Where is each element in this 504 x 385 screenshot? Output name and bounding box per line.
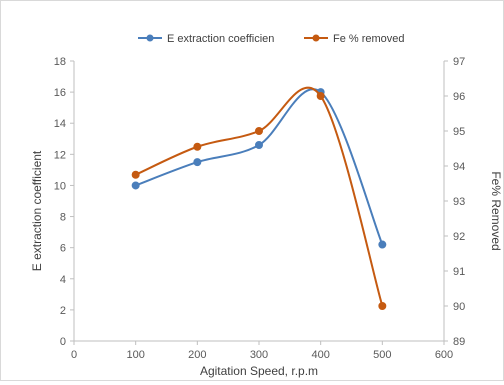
y2-tick-label: 94 bbox=[453, 161, 465, 173]
x-tick-label: 200 bbox=[188, 349, 206, 361]
y-tick-label: 8 bbox=[60, 212, 66, 224]
series-line-1 bbox=[135, 88, 384, 245]
y2-tick-label: 92 bbox=[453, 231, 465, 243]
series-2-point bbox=[378, 302, 387, 310]
legend-marker-1 bbox=[146, 34, 154, 42]
y2-tick-label: 95 bbox=[453, 126, 465, 138]
series-2-point bbox=[316, 92, 325, 100]
y-tick-label: 10 bbox=[54, 180, 66, 192]
x-tick-label: 300 bbox=[250, 349, 268, 361]
legend-marker-2 bbox=[312, 34, 320, 42]
series-line-2 bbox=[135, 86, 384, 307]
y2-tick-label: 97 bbox=[453, 56, 465, 68]
series-1-point bbox=[255, 141, 263, 149]
x-tick-label: 500 bbox=[373, 349, 391, 361]
y2-axis-title: Fe% Removed bbox=[489, 171, 503, 250]
y-tick-label: 12 bbox=[54, 149, 66, 161]
legend-label-1: E extraction coefficien bbox=[167, 33, 274, 45]
y2-tick-label: 93 bbox=[453, 196, 465, 208]
y2-tick-label: 91 bbox=[453, 266, 465, 278]
series-1-point bbox=[378, 240, 387, 249]
series-2-point bbox=[193, 142, 202, 151]
y-axis-title: E extraction coefficient bbox=[30, 150, 44, 271]
series-2-point bbox=[131, 170, 140, 179]
series-2-point bbox=[255, 127, 263, 135]
series-1-point bbox=[193, 158, 202, 167]
x-tick-label: 400 bbox=[311, 349, 329, 361]
x-tick-label: 600 bbox=[435, 349, 453, 361]
y-tick-label: 14 bbox=[54, 118, 66, 130]
y-tick-label: 6 bbox=[60, 243, 66, 255]
y-tick-label: 4 bbox=[60, 274, 66, 286]
y2-tick-label: 96 bbox=[453, 91, 465, 103]
y-tick-label: 18 bbox=[54, 56, 66, 68]
x-tick-label: 100 bbox=[126, 349, 144, 361]
y-tick-label: 16 bbox=[54, 87, 66, 99]
y-tick-label: 2 bbox=[60, 305, 66, 317]
legend-label-2: Fe % removed bbox=[333, 33, 405, 45]
series-1-point bbox=[131, 181, 140, 190]
x-axis-title: Agitation Speed, r.p.m bbox=[200, 364, 318, 378]
y-tick-label: 0 bbox=[60, 336, 66, 348]
x-tick-label: 0 bbox=[71, 349, 77, 361]
y2-tick-label: 90 bbox=[453, 301, 465, 313]
y2-tick-label: 89 bbox=[453, 336, 465, 348]
